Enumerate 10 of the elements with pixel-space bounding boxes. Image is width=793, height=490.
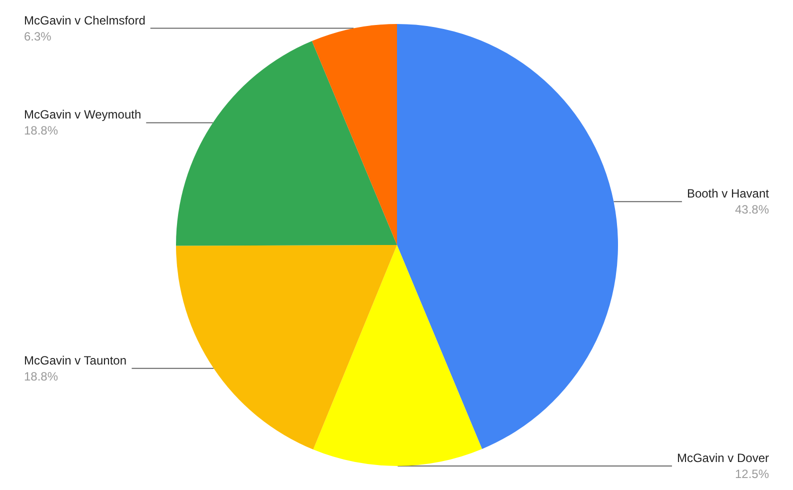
slice-label: McGavin v Taunton (24, 353, 126, 368)
slice-label: McGavin v Chelmsford (24, 13, 146, 28)
slice-label: Booth v Havant (686, 186, 770, 201)
data-label: 6.3% (24, 29, 52, 44)
data-label: 18.8% (24, 369, 58, 384)
data-label: 43.8% (734, 202, 770, 217)
slice-label: McGavin v Dover (676, 451, 769, 465)
slice-label: McGavin v Weymouth (24, 108, 142, 122)
data-label: 18.8% (24, 124, 58, 138)
data-label: 12.5% (734, 467, 770, 481)
